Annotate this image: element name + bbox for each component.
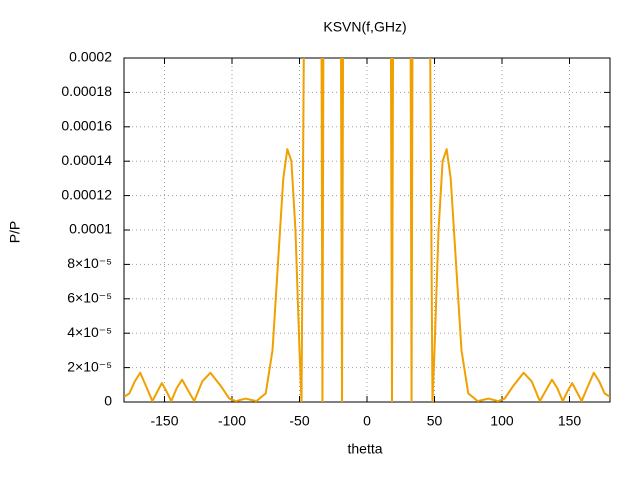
y-tick-label: 8×10⁻⁵ — [67, 255, 112, 271]
y-tick-label: 4×10⁻⁵ — [67, 324, 112, 340]
x-tick-label: 50 — [427, 413, 443, 429]
x-tick-label: -150 — [150, 413, 178, 429]
y-tick-label: 0 — [104, 393, 112, 409]
y-tick-label: 6×10⁻⁵ — [67, 290, 112, 306]
y-tick-label: 0.0002 — [69, 49, 112, 65]
y-tick-label: 0.00014 — [61, 152, 112, 168]
y-tick-label: 2×10⁻⁵ — [67, 358, 112, 374]
data-line — [124, 58, 610, 402]
y-tick-label: 0.0001 — [69, 221, 112, 237]
x-tick-label: 0 — [363, 413, 371, 429]
y-tick-label: 0.00018 — [61, 83, 112, 99]
x-axis-label: thetta — [347, 441, 382, 457]
x-tick-label: -50 — [289, 413, 309, 429]
chart-title: KSVN(f,GHz) — [323, 19, 406, 35]
y-axis-label: P/P — [7, 221, 23, 244]
y-tick-label: 0.00012 — [61, 186, 112, 202]
x-tick-label: 100 — [490, 413, 514, 429]
x-tick-label: -100 — [218, 413, 246, 429]
x-tick-label: 150 — [558, 413, 582, 429]
plot-area — [124, 58, 610, 402]
plot-frame — [123, 57, 611, 403]
y-tick-label: 0.00016 — [61, 118, 112, 134]
